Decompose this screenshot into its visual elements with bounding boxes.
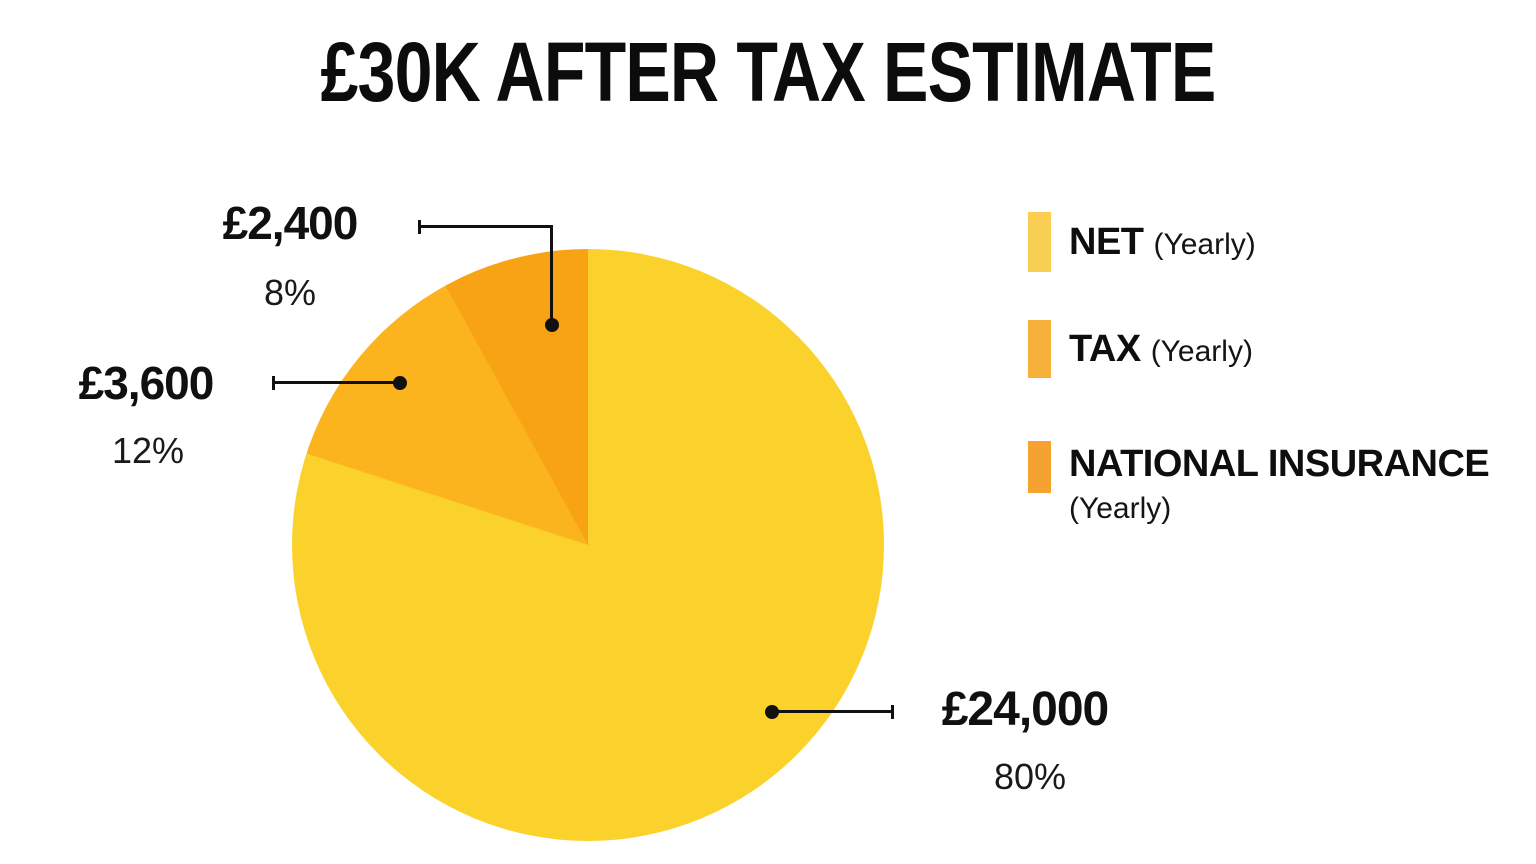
callout-dot-tax <box>393 376 407 390</box>
callout-line-tax-horizontal <box>274 381 396 384</box>
legend-item-net: NET (Yearly) <box>1028 212 1256 272</box>
callout-line-net-horizontal <box>772 710 893 713</box>
callout-tick-net <box>891 705 894 719</box>
legend-sublabel-net: (Yearly) <box>1153 227 1256 261</box>
callout-percent-tax: 12% <box>111 430 185 471</box>
callout-tick-tax <box>272 376 275 390</box>
legend-text-tax: TAX (Yearly) <box>1069 328 1253 371</box>
callout-value-net: £24,000 <box>941 683 1110 736</box>
legend-sublabel-tax: (Yearly) <box>1150 334 1253 368</box>
legend-swatch-tax <box>1028 320 1051 378</box>
legend-swatch-national-insurance <box>1028 441 1051 493</box>
legend-text-national-insurance: NATIONAL INSURANCE (Yearly) <box>1069 441 1490 526</box>
legend-item-national-insurance: NATIONAL INSURANCE (Yearly) <box>1028 441 1490 526</box>
legend-item-tax: TAX (Yearly) <box>1028 320 1253 378</box>
pie-chart <box>292 249 884 841</box>
callout-tick-national-insurance <box>418 220 421 234</box>
callout-line-national-insurance-vertical <box>550 225 553 321</box>
legend-label-tax: TAX <box>1069 327 1141 370</box>
legend-sublabel-national-insurance: (Yearly) <box>1069 492 1172 525</box>
callout-percent-national-insurance: 8% <box>263 272 317 313</box>
chart-title: £30K AFTER TAX ESTIMATE <box>320 25 1217 119</box>
callout-line-national-insurance-horizontal <box>420 225 553 228</box>
legend-swatch-net <box>1028 212 1051 272</box>
legend-label-net: NET <box>1069 220 1144 263</box>
legend-label-national-insurance: NATIONAL INSURANCE <box>1069 443 1490 485</box>
callout-value-national-insurance: £2,400 <box>222 197 359 249</box>
legend-text-net: NET (Yearly) <box>1069 221 1256 264</box>
callout-percent-net: 80% <box>993 756 1067 797</box>
callout-dot-national-insurance <box>545 318 559 332</box>
callout-value-tax: £3,600 <box>78 357 215 409</box>
